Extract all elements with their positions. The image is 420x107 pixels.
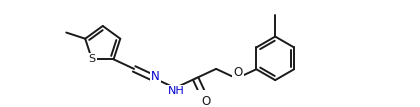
Text: O: O [234, 66, 243, 79]
Text: O: O [201, 95, 210, 107]
Text: NH: NH [168, 86, 184, 96]
Text: S: S [88, 54, 95, 64]
Text: N: N [151, 70, 160, 83]
